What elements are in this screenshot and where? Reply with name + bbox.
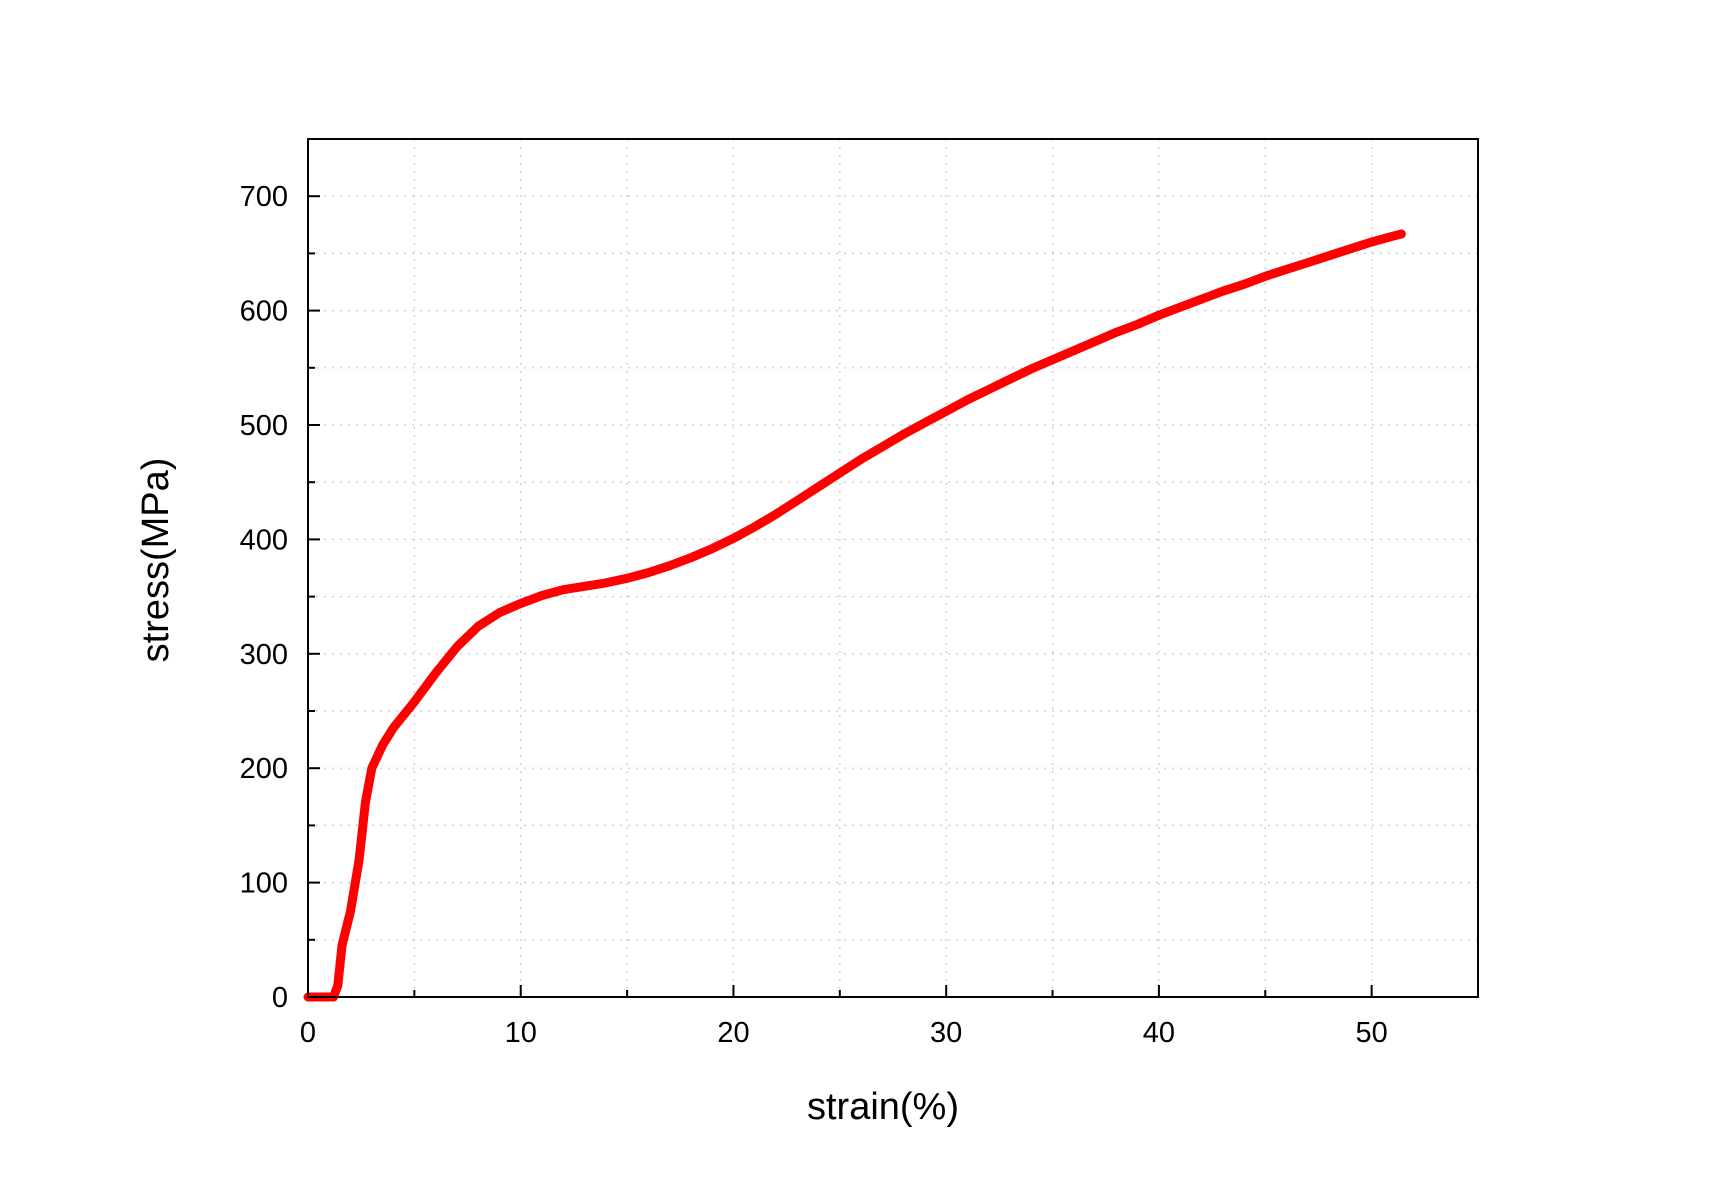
x-tick-label: 40 — [1143, 1017, 1175, 1049]
x-tick-label: 10 — [505, 1017, 537, 1049]
x-tick-label: 20 — [717, 1017, 749, 1049]
y-axis-title: stress(MPa) — [135, 458, 177, 663]
series-line — [303, 229, 1406, 1002]
y-tick-label: 400 — [240, 524, 288, 556]
series-layer — [303, 229, 1406, 1002]
y-tick-label: 0 — [272, 982, 288, 1014]
axis-ticks — [307, 138, 1479, 998]
y-tick-label: 600 — [240, 296, 288, 328]
x-axis-title: strain(%) — [807, 1086, 959, 1128]
x-tick-label: 50 — [1356, 1017, 1388, 1049]
grid — [308, 139, 1478, 997]
y-tick-label: 100 — [240, 868, 288, 900]
y-tick-label: 200 — [240, 753, 288, 785]
plot-frame — [307, 138, 1479, 998]
x-tick-label: 0 — [300, 1017, 316, 1049]
y-tick-label: 500 — [240, 410, 288, 442]
x-tick-label: 30 — [930, 1017, 962, 1049]
y-tick-label: 300 — [240, 639, 288, 671]
y-tick-label: 700 — [240, 181, 288, 213]
